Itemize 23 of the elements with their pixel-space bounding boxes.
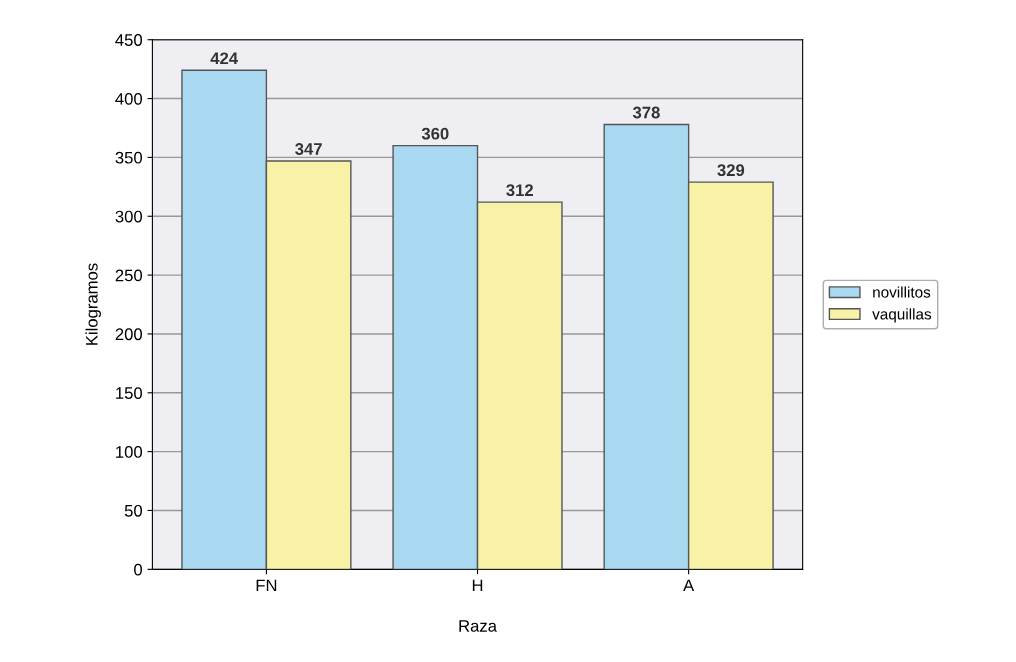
data-label: 424 bbox=[210, 52, 238, 65]
data-label: 360 bbox=[421, 127, 449, 140]
y-tick-label: 50 bbox=[124, 504, 143, 517]
data-label: 329 bbox=[717, 164, 745, 177]
legend-label: vaquillas bbox=[872, 308, 932, 323]
data-label: 312 bbox=[506, 184, 533, 197]
y-tick-label: 0 bbox=[134, 563, 143, 576]
y-tick-label: 350 bbox=[115, 151, 143, 164]
y-tick-label: 400 bbox=[115, 92, 143, 105]
legend-label: novillitos bbox=[873, 286, 931, 298]
x-tick-label: FN bbox=[256, 579, 277, 592]
x-axis-title: Raza bbox=[459, 620, 497, 632]
data-label: 378 bbox=[632, 106, 660, 119]
y-tick-label: 300 bbox=[115, 210, 143, 223]
x-tick-label: A bbox=[683, 579, 695, 592]
data-label: 347 bbox=[295, 143, 322, 155]
y-tick-label: 100 bbox=[116, 446, 143, 458]
y-tick-label: 250 bbox=[115, 269, 143, 282]
y-tick-label: 450 bbox=[115, 34, 143, 46]
y-tick-label: 200 bbox=[115, 328, 143, 341]
y-axis-title: Kilogramos bbox=[85, 263, 101, 345]
x-tick-label: H bbox=[472, 579, 483, 592]
y-tick-label: 150 bbox=[116, 387, 143, 399]
